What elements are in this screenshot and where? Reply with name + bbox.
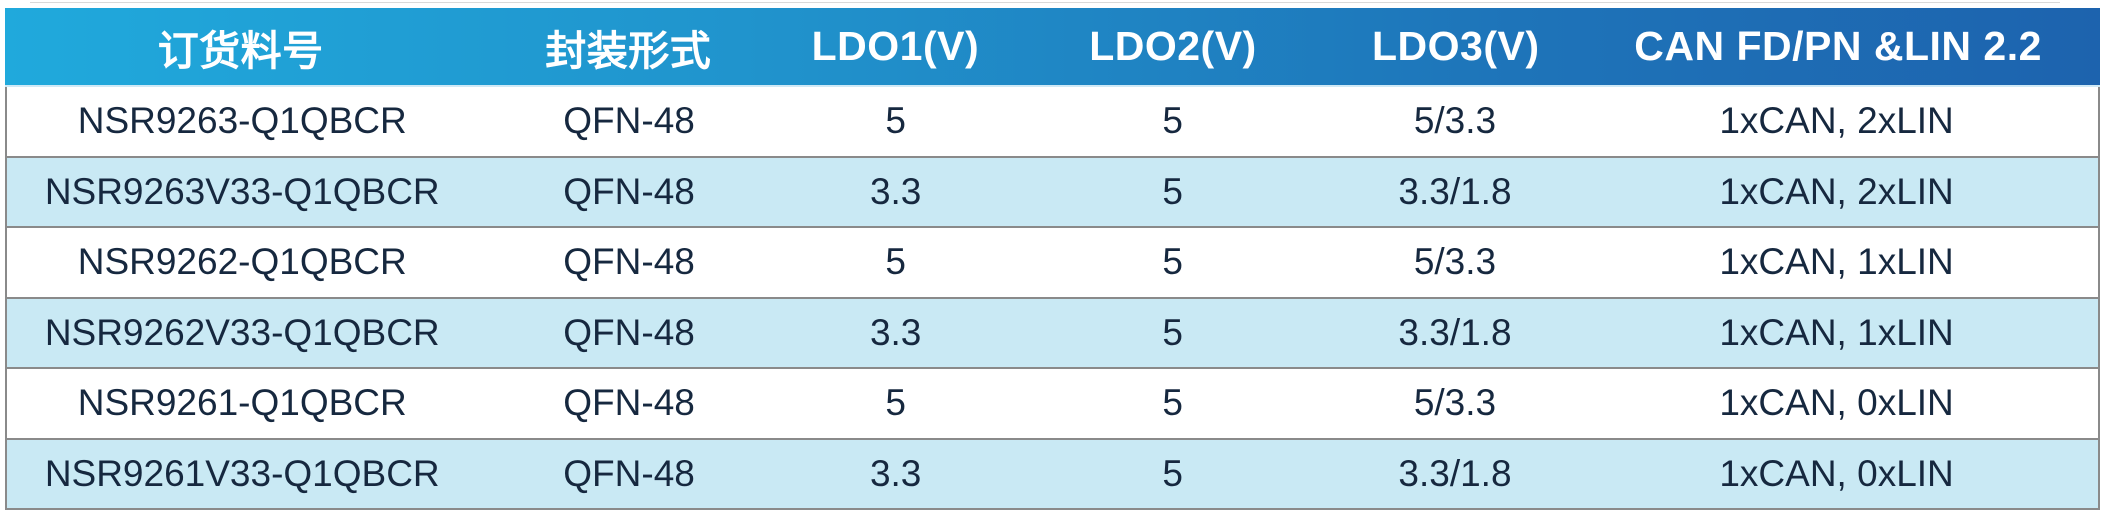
cell-package: QFN-48 bbox=[563, 241, 695, 283]
table-row: NSR9262-Q1QBCR QFN-48 5 5 5/3.3 1xCAN, 1… bbox=[7, 226, 2098, 297]
cell-ldo2: 5 bbox=[1162, 452, 1183, 494]
cell-ldo3: 5/3.3 bbox=[1413, 241, 1497, 283]
header-cell-can-lin: CAN FD/PN &LIN 2.2 bbox=[1634, 23, 2042, 69]
cell-part-number: NSR9261V33-Q1QBCR bbox=[44, 452, 440, 494]
table-header-row: 订货料号 封装形式 LDO1(V) LDO2(V) LDO3(V) CAN FD… bbox=[5, 8, 2100, 87]
cell-package: QFN-48 bbox=[563, 452, 695, 494]
ordering-info-table: 订货料号 封装形式 LDO1(V) LDO2(V) LDO3(V) CAN FD… bbox=[5, 8, 2100, 510]
header-cell-ldo1: LDO1(V) bbox=[811, 23, 980, 69]
cell-ldo1: 3.3 bbox=[869, 311, 922, 353]
cell-package: QFN-48 bbox=[563, 170, 695, 212]
cell-part-number: NSR9263V33-Q1QBCR bbox=[44, 170, 440, 212]
cell-ldo1: 3.3 bbox=[869, 452, 922, 494]
cell-ldo3: 3.3/1.8 bbox=[1398, 170, 1512, 212]
header-cell-part-number: 订货料号 bbox=[157, 27, 324, 74]
cell-ldo2: 5 bbox=[1162, 170, 1183, 212]
cell-ldo1: 3.3 bbox=[869, 170, 922, 212]
cell-ldo1: 5 bbox=[885, 241, 906, 283]
cell-package: QFN-48 bbox=[563, 382, 695, 424]
cell-can-lin: 1xCAN, 2xLIN bbox=[1719, 170, 1954, 212]
cell-part-number: NSR9261-Q1QBCR bbox=[77, 382, 407, 424]
cell-ldo1: 5 bbox=[885, 100, 906, 142]
header-cell-package: 封装形式 bbox=[545, 27, 712, 74]
cell-can-lin: 1xCAN, 0xLIN bbox=[1719, 382, 1954, 424]
header-cell-ldo2: LDO2(V) bbox=[1089, 23, 1257, 69]
cell-package: QFN-48 bbox=[563, 311, 695, 353]
cell-part-number: NSR9262-Q1QBCR bbox=[77, 241, 407, 283]
cell-can-lin: 1xCAN, 2xLIN bbox=[1719, 100, 1954, 142]
table-row: NSR9263V33-Q1QBCR QFN-48 3.3 5 3.3/1.8 1… bbox=[7, 155, 2098, 226]
table-row: NSR9263-Q1QBCR QFN-48 5 5 5/3.3 1xCAN, 2… bbox=[7, 87, 2098, 156]
cell-part-number: NSR9262V33-Q1QBCR bbox=[44, 311, 440, 353]
cell-can-lin: 1xCAN, 1xLIN bbox=[1719, 311, 1954, 353]
cell-ldo3: 5/3.3 bbox=[1413, 100, 1497, 142]
cell-ldo2: 5 bbox=[1162, 241, 1183, 283]
cell-ldo2: 5 bbox=[1162, 100, 1183, 142]
cell-ldo3: 3.3/1.8 bbox=[1398, 452, 1512, 494]
cell-part-number: NSR9263-Q1QBCR bbox=[77, 100, 407, 142]
table-body: NSR9263-Q1QBCR QFN-48 5 5 5/3.3 1xCAN, 2… bbox=[5, 87, 2100, 510]
cell-package: QFN-48 bbox=[563, 100, 695, 142]
cell-ldo2: 5 bbox=[1162, 382, 1183, 424]
cell-ldo3: 5/3.3 bbox=[1413, 382, 1497, 424]
header-cell-ldo3: LDO3(V) bbox=[1372, 23, 1540, 69]
cell-ldo3: 3.3/1.8 bbox=[1398, 311, 1512, 353]
cell-ldo2: 5 bbox=[1162, 311, 1183, 353]
cell-ldo1: 5 bbox=[885, 382, 906, 424]
top-hairline bbox=[30, 2, 2060, 3]
table-row: NSR9261V33-Q1QBCR QFN-48 3.3 5 3.3/1.8 1… bbox=[7, 437, 2098, 508]
cell-can-lin: 1xCAN, 0xLIN bbox=[1719, 452, 1954, 494]
table-row: NSR9261-Q1QBCR QFN-48 5 5 5/3.3 1xCAN, 0… bbox=[7, 367, 2098, 438]
cell-can-lin: 1xCAN, 1xLIN bbox=[1719, 241, 1954, 283]
table-row: NSR9262V33-Q1QBCR QFN-48 3.3 5 3.3/1.8 1… bbox=[7, 296, 2098, 367]
